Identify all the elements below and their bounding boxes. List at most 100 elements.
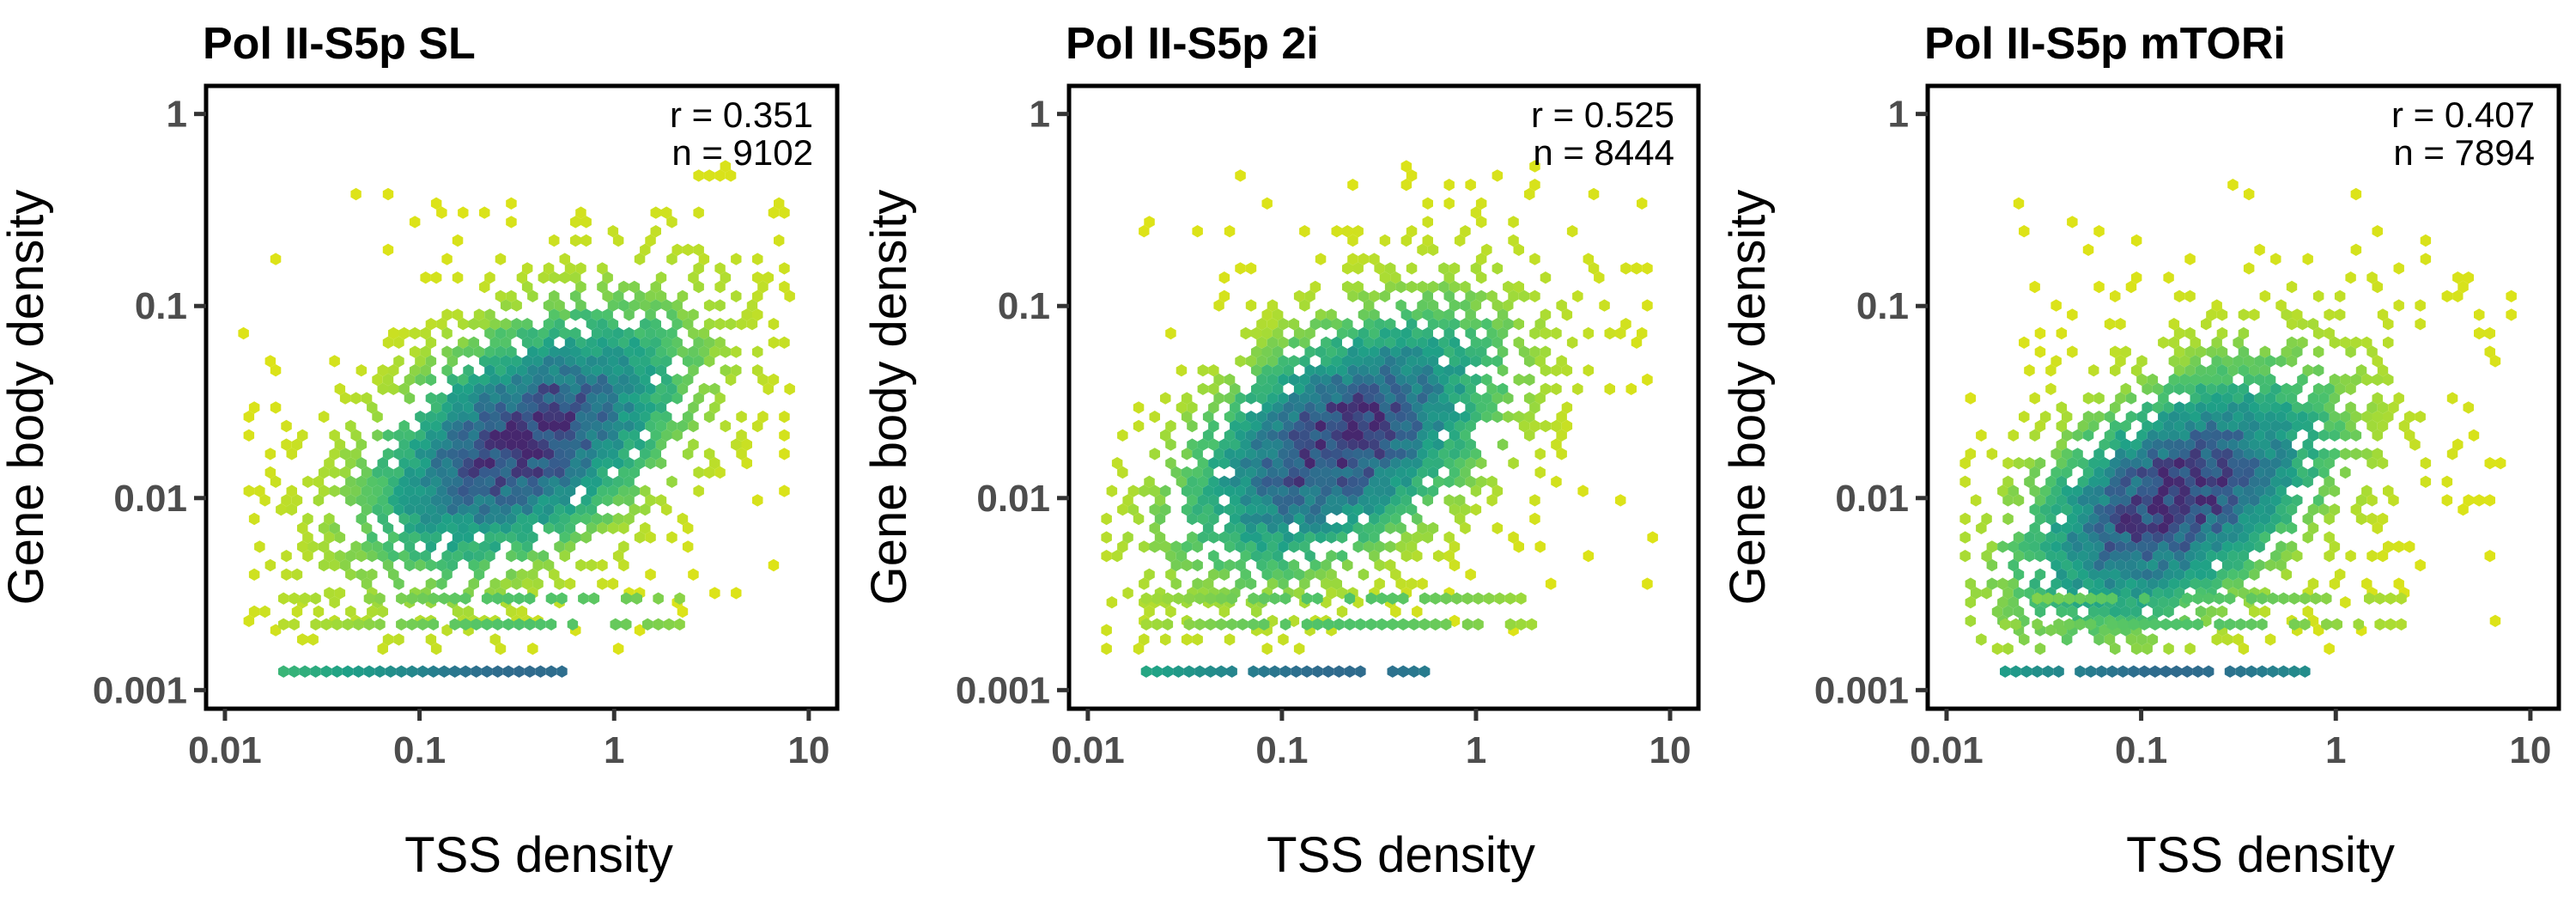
hex-cell <box>1460 503 1471 516</box>
hex-cell <box>570 531 581 544</box>
hex-cell <box>688 364 699 377</box>
hex-cell <box>570 401 581 414</box>
hex-cell <box>339 448 351 460</box>
hex-cell <box>621 618 632 631</box>
hex-cell <box>1293 419 1305 433</box>
hex-cell <box>2115 448 2126 460</box>
hex-cell <box>1390 271 1401 284</box>
hex-cell <box>618 392 629 405</box>
hex-cell <box>2158 411 2169 424</box>
hex-cell <box>564 429 576 442</box>
hex-cell <box>393 448 404 460</box>
hex-cell <box>1194 592 1206 605</box>
hex-cell <box>1475 475 1487 488</box>
hex-cell <box>2249 494 2260 507</box>
hex-cell <box>2136 373 2148 387</box>
hex-cell <box>2039 540 2051 553</box>
hex-cell <box>1369 289 1380 302</box>
hex-cell <box>2300 618 2311 631</box>
hex-cell <box>350 429 361 442</box>
hex-cell <box>2163 550 2174 563</box>
hex-cell <box>1144 568 1155 581</box>
hex-cell <box>2099 494 2110 507</box>
hex-cell <box>1213 299 1224 312</box>
hex-cell <box>1315 568 1327 581</box>
hex-cell <box>1470 206 1482 219</box>
hex-cell <box>2206 531 2217 544</box>
hex-cell <box>1261 457 1273 470</box>
hex-cell <box>2340 596 2351 609</box>
hex-cell <box>2106 592 2118 605</box>
hex-cell <box>511 485 522 497</box>
hex-cell <box>1272 401 1284 414</box>
hex-cell <box>2264 503 2276 516</box>
hex-cell <box>2238 494 2250 507</box>
hex-cell <box>586 503 598 516</box>
hex-cell <box>1406 448 1418 460</box>
hex-cell <box>1256 485 1267 497</box>
hex-cell <box>570 419 581 433</box>
hex-cell <box>1406 355 1418 368</box>
hex-cell <box>430 438 442 451</box>
hex-cell <box>2082 485 2094 497</box>
hex-cell <box>1465 308 1476 321</box>
hex-cell <box>2056 438 2068 451</box>
hex-cell <box>281 419 292 433</box>
hex-cell <box>1139 577 1150 590</box>
hex-cell <box>2029 503 2040 516</box>
hex-cell <box>1218 438 1230 451</box>
hex-cell <box>439 592 450 605</box>
hex-cell <box>310 665 321 678</box>
hex-cell <box>1347 345 1358 358</box>
hex-cell <box>1534 392 1546 405</box>
hex-cell <box>1213 373 1224 387</box>
hex-cell <box>2420 475 2432 488</box>
hex-cell <box>1556 355 1567 368</box>
hex-cell <box>2227 568 2239 581</box>
hex-cell <box>1336 345 1348 358</box>
hex-cell <box>1363 336 1375 349</box>
hex-cell <box>2275 521 2287 534</box>
hex-cell <box>607 448 619 460</box>
hex-cell <box>479 448 490 460</box>
hex-cell <box>2264 558 2276 572</box>
x-tick-label: 10 <box>2509 729 2551 771</box>
hex-cell <box>1240 531 1251 544</box>
hex-cell <box>1299 429 1310 442</box>
hex-cell <box>1187 401 1198 414</box>
hex-cell <box>2125 503 2137 516</box>
hex-cell <box>1369 419 1380 433</box>
hex-cell <box>1192 540 1203 553</box>
hex-cell <box>618 373 629 387</box>
hex-cell <box>1387 592 1398 605</box>
hex-cell <box>2441 494 2453 507</box>
hex-cell <box>2093 485 2105 497</box>
hex-cell <box>543 485 555 497</box>
hex-cell <box>1400 419 1413 433</box>
hex-cell <box>612 234 624 247</box>
hex-cell <box>1400 364 1413 377</box>
hex-cell <box>1251 364 1262 377</box>
hex-cell <box>1334 618 1345 631</box>
hex-cell <box>1443 197 1455 210</box>
hex-cell <box>521 411 533 424</box>
hex-cell <box>1160 485 1171 497</box>
hex-cell <box>1384 392 1396 405</box>
hex-cell <box>2216 345 2228 358</box>
hex-cell <box>1165 419 1176 433</box>
hex-cell <box>2377 401 2389 414</box>
hex-cell <box>463 531 474 544</box>
hex-cell <box>420 531 431 544</box>
hex-cell <box>1454 457 1466 470</box>
hex-cell <box>1176 401 1188 414</box>
hex-cell <box>1374 373 1385 387</box>
hex-cell <box>1465 289 1476 302</box>
hex-cell <box>2297 466 2308 479</box>
hex-cell <box>2249 605 2260 619</box>
hex-cell <box>2249 531 2260 544</box>
hex-cell <box>2034 512 2046 526</box>
hex-cell <box>1417 485 1428 497</box>
hex-cell <box>1269 592 1280 605</box>
hex-cell <box>2495 457 2506 470</box>
hex-cell <box>1443 271 1455 284</box>
